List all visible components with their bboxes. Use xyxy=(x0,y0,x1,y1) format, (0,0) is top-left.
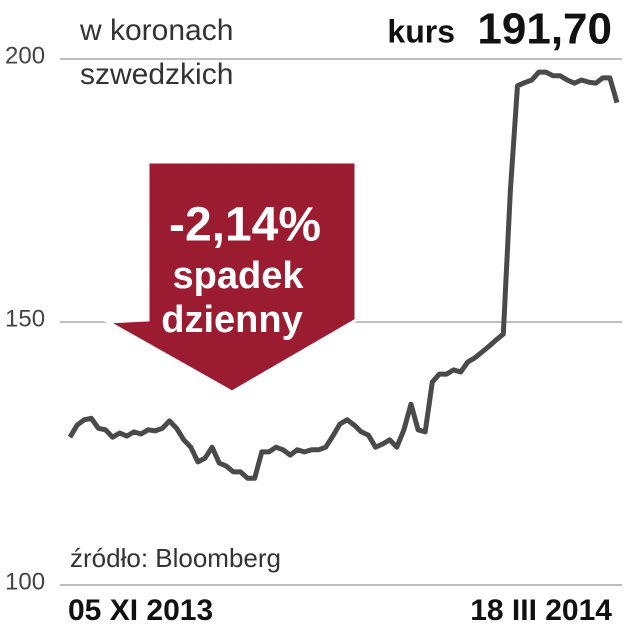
y-tick-label: 150 xyxy=(5,305,45,332)
annotation-arrow xyxy=(102,160,358,394)
change-label: -2,14% xyxy=(169,199,321,252)
line xyxy=(67,69,620,481)
source: źródło: Bloomberg xyxy=(70,543,281,573)
annotation-text: dzienny xyxy=(161,299,302,341)
y-tick-label: 100 xyxy=(5,568,45,595)
annotation-text: spadek xyxy=(173,255,305,297)
x-tick-label: 05 XI 2013 xyxy=(68,594,213,627)
y-tick-label: 200 xyxy=(5,42,45,69)
subtitle: w koronach xyxy=(79,14,233,47)
subtitle: szwedzkich xyxy=(80,58,233,91)
price-caption: kurs xyxy=(387,13,455,49)
last-price: 191,70 xyxy=(477,5,612,54)
x-tick-label: 18 III 2014 xyxy=(470,594,612,627)
